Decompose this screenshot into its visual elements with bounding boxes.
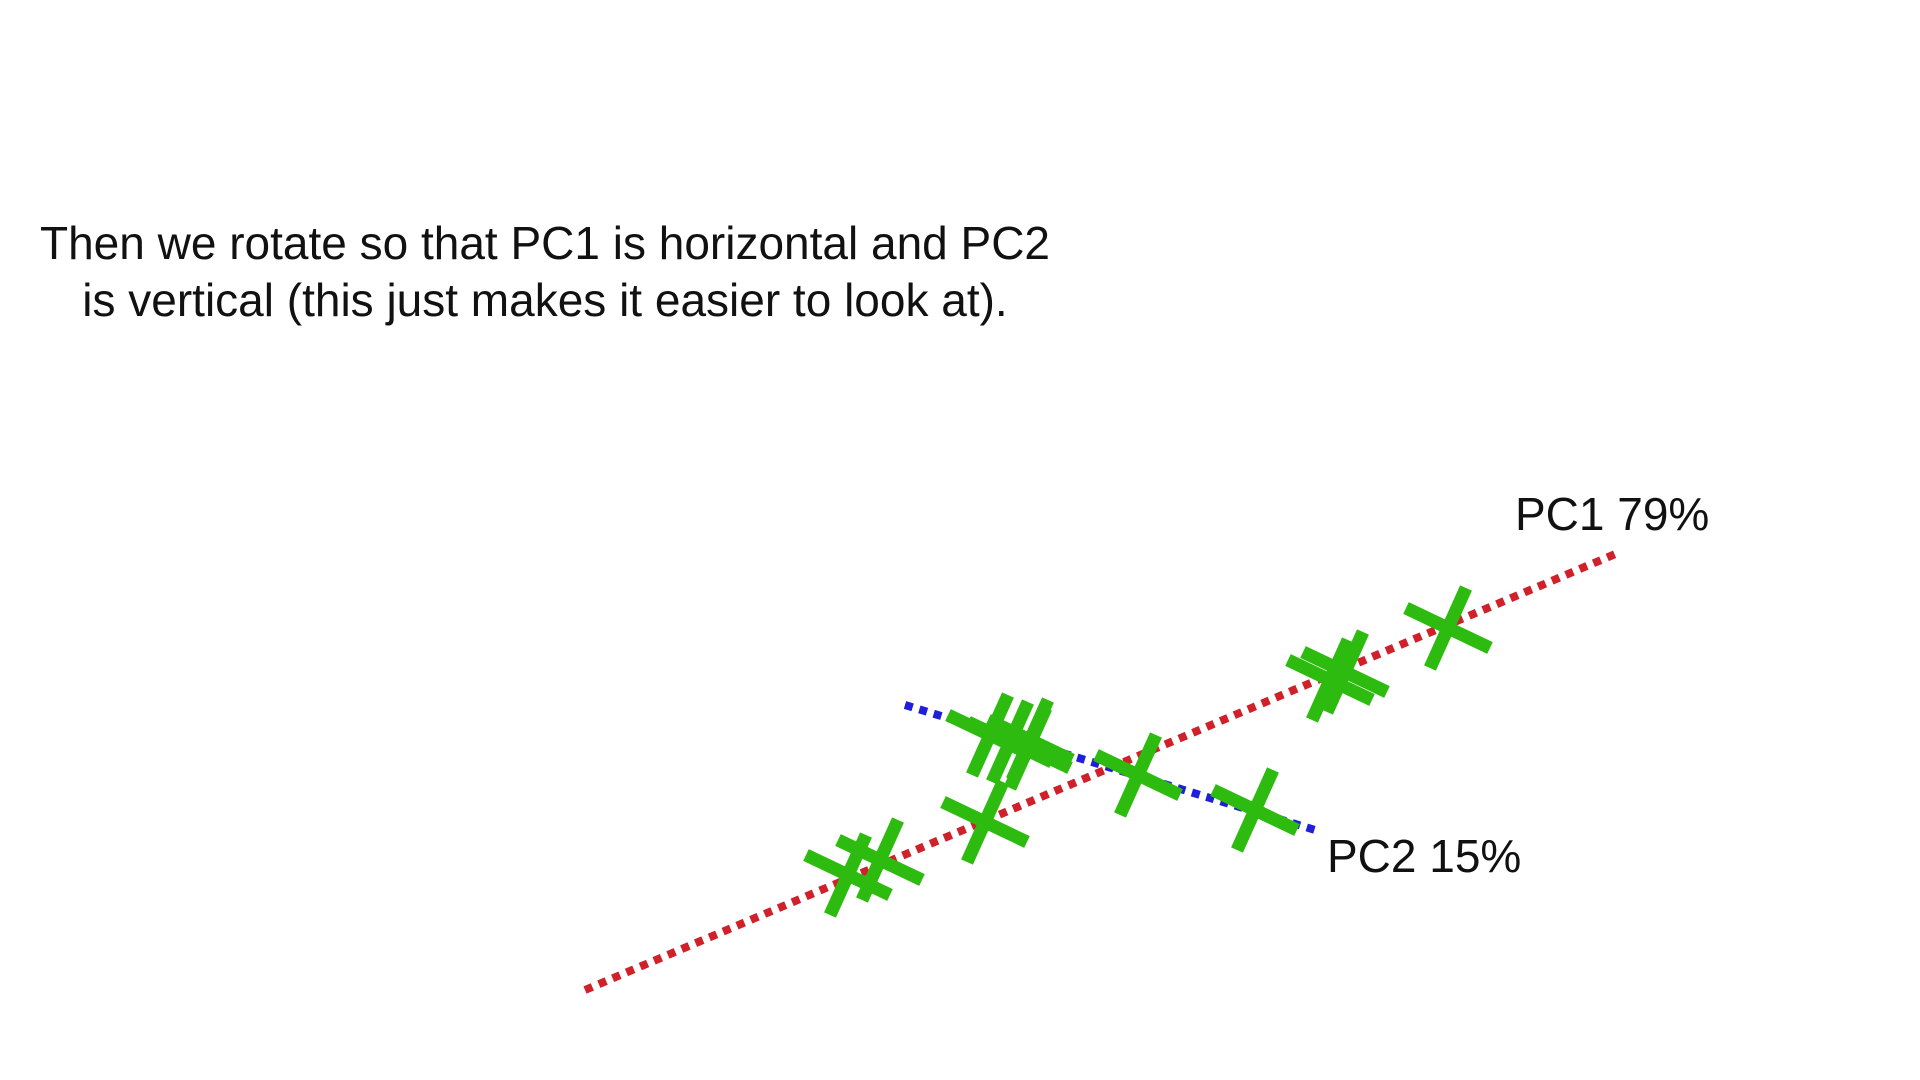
pc1-axis-line [583,548,1622,994]
x-marker [1210,767,1300,853]
x-marker [835,817,925,903]
x-marker [1300,629,1390,715]
pc1-label: PC1 79% [1515,488,1709,540]
x-marker [1403,585,1493,671]
x-marker [940,779,1030,865]
x-marker [1093,732,1183,818]
data-points [803,585,1493,918]
x-marker [1285,637,1375,723]
pc2-label: PC2 15% [1327,830,1521,882]
caption-text: Then we rotate so that PC1 is horizontal… [40,217,1051,326]
x-marker [983,705,1073,791]
